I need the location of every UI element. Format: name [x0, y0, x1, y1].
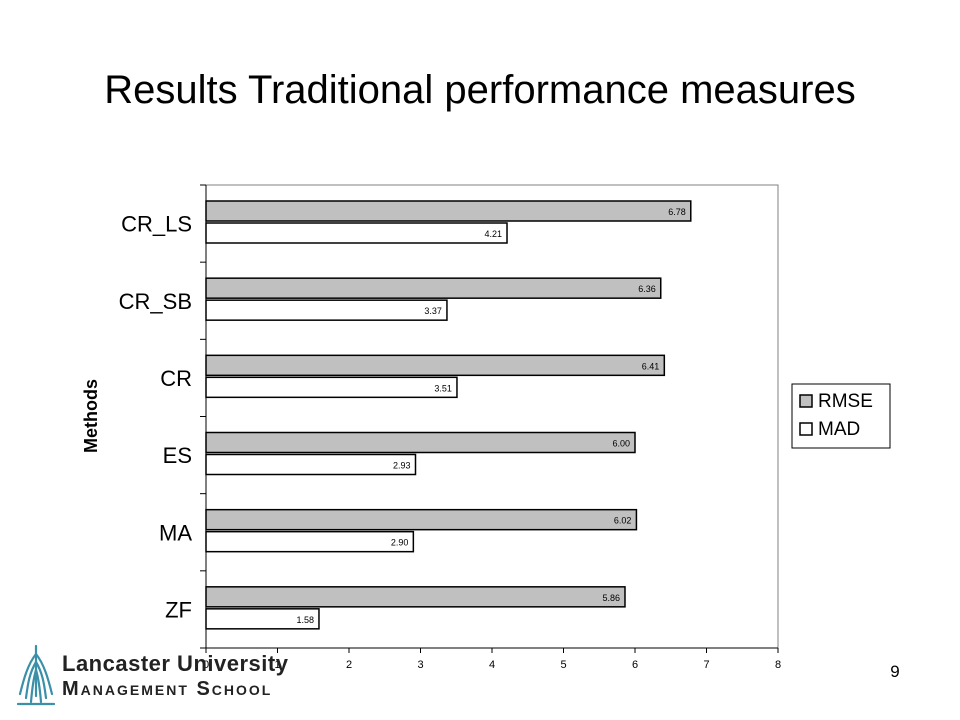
x-tick-label: 7 — [703, 659, 709, 671]
bar-mad — [205, 299, 448, 321]
x-tick-label: 6 — [632, 659, 638, 671]
x-tick-label: 4 — [489, 659, 495, 671]
bar-value-label: 1.58 — [296, 615, 314, 625]
category-label: CR_LS — [121, 212, 192, 237]
bar-value-label: 5.86 — [602, 593, 620, 603]
bar-mad — [205, 453, 417, 476]
bar-mad — [205, 530, 415, 553]
x-tick-label: 1 — [274, 659, 280, 671]
slide-title: Results Traditional performance measures — [104, 68, 856, 112]
bar-value-label: 6.36 — [638, 284, 656, 294]
bar-value-label: 6.78 — [668, 207, 686, 217]
bar-mad — [205, 222, 508, 244]
category-label: ES — [163, 443, 192, 468]
lancaster-logo: Lancaster University Management School — [16, 644, 296, 712]
bar-mad — [205, 376, 458, 399]
page-number: 9 — [890, 662, 900, 681]
legend-label-rmse: RMSE — [818, 391, 873, 412]
legend-swatch-mad — [799, 422, 813, 436]
x-tick-label: 0 — [203, 659, 209, 671]
x-tick-label: 2 — [346, 659, 352, 671]
bar-value-label: 3.37 — [424, 306, 442, 316]
category-label: CR — [160, 366, 192, 391]
bar-value-label: 6.00 — [612, 439, 630, 449]
logo-emblem-icon — [16, 644, 56, 706]
bar-value-label: 6.41 — [642, 361, 660, 371]
x-tick-label: 3 — [417, 659, 423, 671]
category-label: ZF — [165, 597, 192, 622]
bar-value-label: 6.02 — [614, 516, 632, 526]
category-label: CR_SB — [119, 289, 192, 314]
logo-text-school: Management School — [62, 678, 273, 700]
y-axis-title: Methods — [81, 379, 101, 453]
category-label: MA — [159, 520, 192, 545]
legend-swatch-rmse — [799, 394, 813, 408]
logo-text-university: Lancaster University — [62, 651, 289, 676]
bar-rmse — [205, 431, 636, 454]
bar-value-label: 3.51 — [434, 383, 452, 393]
bar-value-label: 2.93 — [393, 461, 411, 471]
x-tick-label: 5 — [560, 659, 566, 671]
bar-value-label: 2.90 — [391, 538, 409, 548]
legend-label-mad: MAD — [818, 419, 860, 440]
plot-area — [205, 184, 779, 649]
x-tick-label: 8 — [775, 659, 781, 671]
bar-rmse — [205, 508, 638, 531]
bar-rmse — [205, 354, 666, 377]
bar-value-label: 4.21 — [484, 229, 502, 239]
bar-rmse — [205, 200, 692, 222]
bar-rmse — [205, 586, 626, 608]
bar-mad — [205, 608, 320, 630]
bar-rmse — [205, 277, 662, 299]
